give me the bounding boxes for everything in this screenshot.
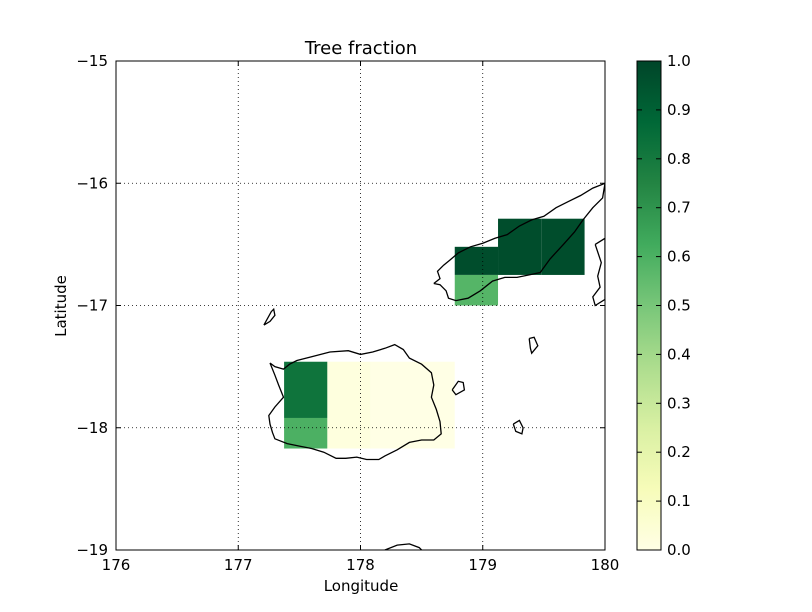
colorbar-tick-label: 0.2 [667,443,691,461]
x-tick-label: 180 [591,556,620,574]
coastline [592,237,605,307]
y-tick-label: −19 [76,541,108,559]
colorbar-ticks: 0.0 0.1 0.2 0.3 0.4 0.5 0.6 0.7 0.8 0.9 1.0 [637,52,691,559]
y-tick-label: −15 [76,52,108,70]
heatmap-cell [370,361,455,449]
colorbar-tick-label: 0.8 [667,150,691,168]
coastline [263,307,276,326]
colorbar-tick-label: 0.6 [667,248,691,266]
x-tick-label: 177 [224,556,253,574]
coastline [512,419,524,435]
y-tick-label: −17 [76,297,108,315]
coastline [451,380,466,396]
colorbar-tick-label: 0.7 [667,199,691,217]
colorbar-tick-label: 0.5 [667,297,691,315]
colorbar-tick-label: 0.9 [667,101,691,119]
coastline [528,336,539,355]
y-axis-label: Latitude [52,275,70,337]
colorbar-tick-label: 0.4 [667,345,691,363]
coastline [268,343,442,461]
heatmap-cell [284,417,328,449]
colorbar-tick-label: 0.3 [667,394,691,412]
y-tick-label: −18 [76,419,108,437]
heatmap-cell [327,361,371,449]
coastline [384,543,423,550]
coastlines [263,182,605,550]
heatmap-cells [284,218,585,449]
x-tick-label: 179 [468,556,497,574]
coastline [433,182,605,302]
colorbar-tick-label: 0.1 [667,492,691,510]
x-tick-label: 176 [102,556,131,574]
heatmap-cell [498,218,542,275]
chart-title: Tree fraction [304,38,417,59]
colorbar-tick-label: 0.0 [667,541,691,559]
x-axis-label: Longitude [324,577,399,595]
y-tick-label: −16 [76,174,108,192]
colorbar-tick-label: 1.0 [667,52,691,70]
x-axis-ticks: 176 177 178 179 180 [102,61,620,574]
x-tick-label: 178 [346,556,375,574]
grid-lines [116,61,605,550]
heatmap-cell [284,361,328,418]
y-axis-ticks: −19 −18 −17 −16 −15 [76,52,605,559]
heatmap-cell [454,274,499,306]
